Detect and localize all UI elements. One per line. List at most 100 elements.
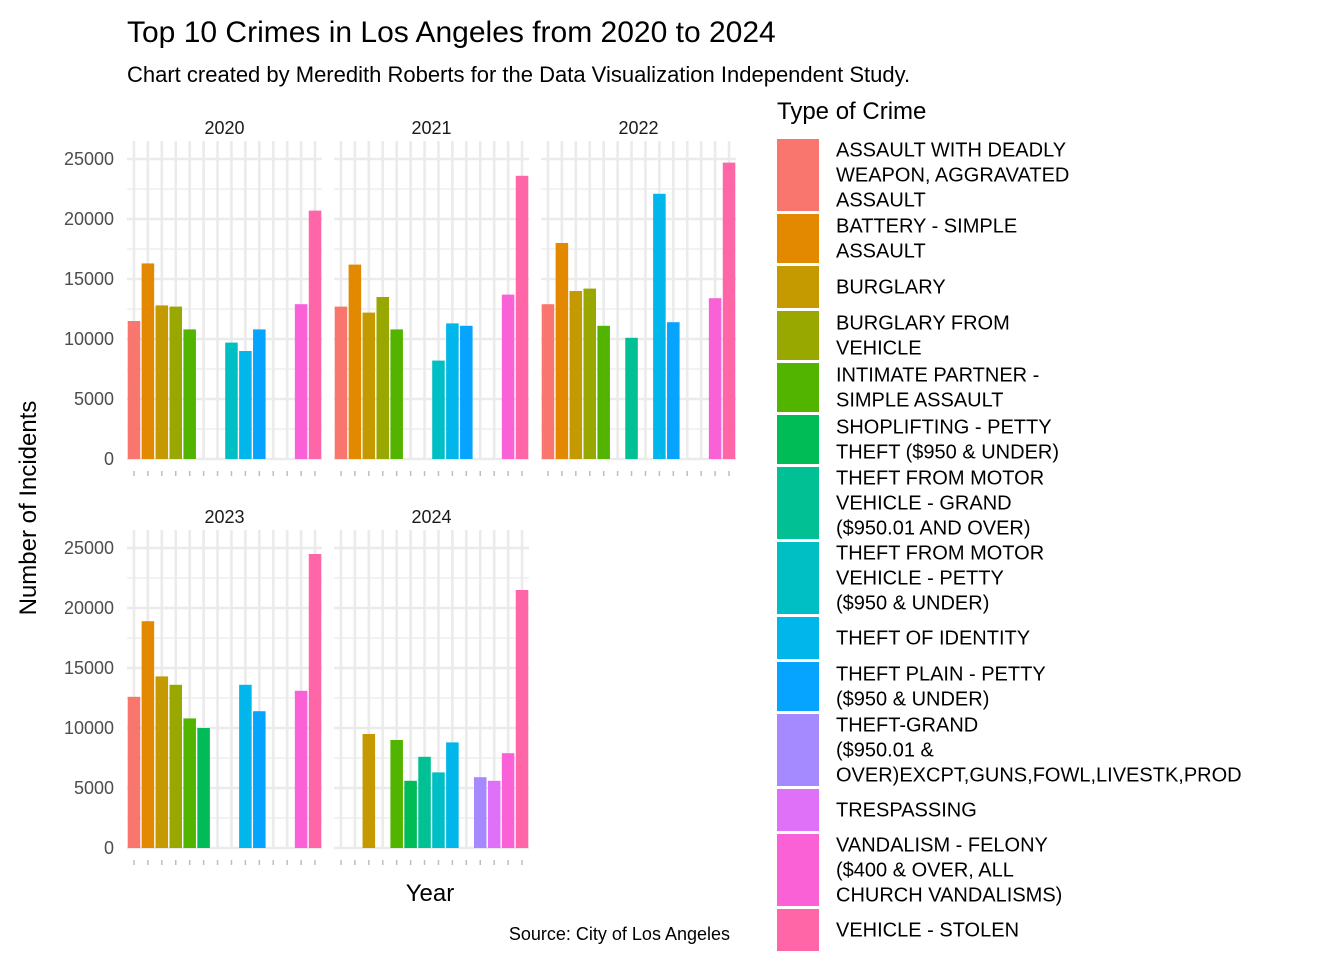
legend-key xyxy=(777,662,819,711)
legend-key xyxy=(777,789,819,831)
legend-key xyxy=(777,467,819,539)
bar-2021-8 xyxy=(432,360,445,459)
legend-label-line: VEHICLE xyxy=(836,338,922,360)
y-tick-label: 10000 xyxy=(64,718,114,738)
legend-key xyxy=(777,311,819,360)
bar-2021-4 xyxy=(376,297,390,459)
bar-2020-9 xyxy=(239,351,252,459)
y-tick-label: 25000 xyxy=(64,149,114,169)
bar-2022-5 xyxy=(597,325,610,459)
legend-label-line: THEFT OF IDENTITY xyxy=(836,628,1030,650)
legend-label-line: BATTERY - SIMPLE xyxy=(836,216,1017,238)
y-tick-label: 15000 xyxy=(64,658,114,678)
legend-item: VANDALISM - FELONY ($400 & OVER, ALL CHURC… xyxy=(777,834,1062,907)
legend-label-line: ASSAULT xyxy=(836,241,926,263)
bar-2022-1 xyxy=(541,304,555,459)
bar-2022-4 xyxy=(583,288,597,459)
legend-item: THEFT-GRAND ($950.01 & OVER)EXCPT,GUNS,FOW… xyxy=(777,714,1242,787)
y-tick-label: 10000 xyxy=(64,329,114,349)
legend-item: THEFT FROM MOTOR VEHICLE - PETTY ($950 & U… xyxy=(777,542,1044,615)
legend-label-line: VANDALISM - FELONY xyxy=(836,835,1048,857)
bar-2024-14 xyxy=(515,590,529,848)
legend-key xyxy=(777,834,819,906)
legend-label-line: CHURCH VANDALISMS) xyxy=(836,885,1062,907)
legend-label-line: ASSAULT WITH DEADLY xyxy=(836,140,1066,162)
legend-item: THEFT PLAIN - PETTY ($950 & UNDER) xyxy=(777,662,1046,711)
legend-label-line: THEFT FROM MOTOR xyxy=(836,468,1044,490)
bar-2023-10 xyxy=(253,711,266,848)
bar-2024-3 xyxy=(362,734,376,848)
legend-label-line: VEHICLE - PETTY xyxy=(836,568,1004,590)
bar-2021-1 xyxy=(334,306,348,459)
chart-title: Top 10 Crimes in Los Angeles from 2020 t… xyxy=(127,16,776,49)
bar-2021-3 xyxy=(362,312,376,459)
bar-2020-4 xyxy=(169,306,183,459)
legend-item: INTIMATE PARTNER - SIMPLE ASSAULT xyxy=(777,363,1039,412)
legend-key xyxy=(777,909,819,951)
legend-label-line: ($950 & UNDER) xyxy=(836,689,989,711)
legend-item: THEFT OF IDENTITY xyxy=(777,617,1030,659)
bar-2021-13 xyxy=(501,294,515,459)
legend-label-line: ASSAULT xyxy=(836,190,926,212)
legend-key xyxy=(777,266,819,308)
bar-2023-6 xyxy=(197,728,210,848)
legend-item: ASSAULT WITH DEADLY WEAPON, AGGRAVATED ASS… xyxy=(777,139,1069,212)
bar-2021-9 xyxy=(446,323,459,459)
legend-label-line: SHOPLIFTING - PETTY xyxy=(836,417,1052,439)
legend-key xyxy=(777,139,819,211)
bar-2020-2 xyxy=(141,263,155,459)
bar-2023-1 xyxy=(127,696,141,848)
bar-2022-7 xyxy=(625,337,638,459)
facet-strip-label: 2020 xyxy=(204,118,244,138)
bar-2024-6 xyxy=(404,780,417,848)
legend-title: Type of Crime xyxy=(777,98,926,125)
bar-2020-10 xyxy=(253,329,266,459)
legend-label-line: THEFT ($950 & UNDER) xyxy=(836,442,1059,464)
facet-panels: 2020 0 5000 10000 15000 20000 25000 2021 2022 202… xyxy=(64,118,736,865)
bar-2024-5 xyxy=(390,740,403,848)
facet-panel-2023: 2023 0 5000 10000 15000 20000 25000 xyxy=(64,507,322,865)
bar-2024-9 xyxy=(446,742,459,848)
legend-label-line: ($950.01 AND OVER) xyxy=(836,518,1031,540)
y-tick-label: 20000 xyxy=(64,598,114,618)
bar-2020-1 xyxy=(127,321,141,459)
bar-2023-5 xyxy=(183,718,196,848)
y-tick-label: 5000 xyxy=(74,778,114,798)
bar-2023-9 xyxy=(239,684,252,848)
legend-label-line: VEHICLE - GRAND xyxy=(836,493,1012,515)
bar-2022-10 xyxy=(667,322,680,459)
legend-label-line: ($400 & OVER, ALL xyxy=(836,860,1014,882)
legend-key xyxy=(777,214,819,263)
bar-2022-3 xyxy=(569,291,583,459)
legend-key xyxy=(777,363,819,412)
legend-label-line: THEFT PLAIN - PETTY xyxy=(836,664,1046,686)
legend: ASSAULT WITH DEADLY WEAPON, AGGRAVATED ASS… xyxy=(777,139,1242,951)
bar-2022-13 xyxy=(708,298,722,459)
facet-panel-2024: 2024 xyxy=(334,507,529,865)
legend-label-line: BURGLARY FROM xyxy=(836,313,1010,335)
legend-item: BURGLARY xyxy=(777,266,946,308)
facet-strip-label: 2024 xyxy=(411,507,451,527)
legend-key xyxy=(777,714,819,786)
facet-strip-label: 2023 xyxy=(204,507,244,527)
facet-strip-label: 2021 xyxy=(411,118,451,138)
legend-label-line: SIMPLE ASSAULT xyxy=(836,390,1003,412)
bar-2023-3 xyxy=(155,676,169,848)
bar-2023-14 xyxy=(308,554,322,848)
legend-key xyxy=(777,415,819,464)
legend-item: BATTERY - SIMPLE ASSAULT xyxy=(777,214,1017,263)
legend-label-line: INTIMATE PARTNER - xyxy=(836,365,1039,387)
y-tick-label: 25000 xyxy=(64,538,114,558)
legend-label-line: VEHICLE - STOLEN xyxy=(836,920,1019,942)
facet-panel-2020: 2020 0 5000 10000 15000 20000 25000 xyxy=(64,118,322,476)
bar-2023-13 xyxy=(294,690,308,848)
y-axis-label: Number of Incidents xyxy=(15,401,42,616)
legend-label-line: THEFT-GRAND xyxy=(836,715,978,737)
bar-2021-2 xyxy=(348,264,362,459)
bar-2021-14 xyxy=(515,175,529,460)
legend-label-line: OVER)EXCPT,GUNS,FOWL,LIVESTK,PROD xyxy=(836,765,1242,787)
facet-panel-2022: 2022 xyxy=(541,118,736,476)
legend-key xyxy=(777,542,819,614)
bar-2022-2 xyxy=(555,243,569,459)
